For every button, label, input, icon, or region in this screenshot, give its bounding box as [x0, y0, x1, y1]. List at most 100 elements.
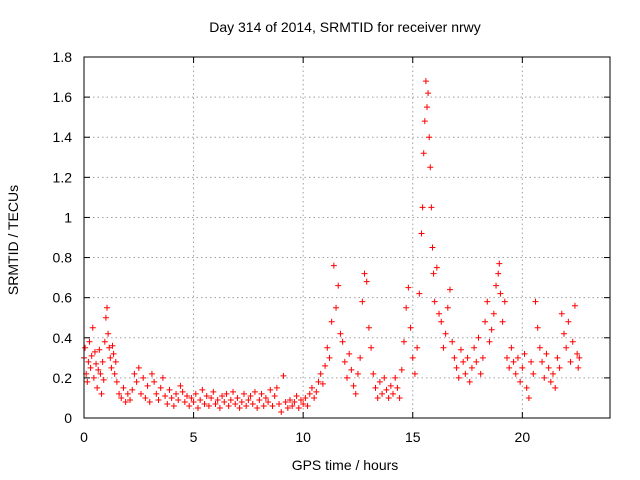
data-point [379, 390, 386, 397]
data-point [547, 378, 554, 385]
data-point [146, 398, 153, 405]
data-point [411, 370, 418, 377]
data-point [223, 390, 230, 397]
data-point [230, 388, 237, 395]
data-point [243, 402, 250, 409]
data-point [173, 390, 180, 397]
data-point [84, 378, 91, 385]
data-point [451, 354, 458, 361]
data-point [95, 366, 102, 373]
data-point [201, 400, 208, 407]
data-point [574, 350, 581, 357]
data-point [447, 286, 454, 293]
data-point [144, 382, 151, 389]
data-point [423, 104, 430, 111]
data-point [133, 378, 140, 385]
data-point [416, 290, 423, 297]
data-point [532, 298, 539, 305]
data-point [269, 402, 276, 409]
data-point [552, 384, 559, 391]
data-point [300, 400, 307, 407]
data-point [308, 384, 315, 391]
data-point [534, 324, 541, 331]
data-point [322, 362, 329, 369]
data-point [258, 390, 265, 397]
data-point [168, 394, 175, 401]
data-point [127, 396, 134, 403]
data-point [514, 354, 521, 361]
data-point [488, 326, 495, 333]
data-point [409, 354, 416, 361]
data-point [464, 354, 471, 361]
data-point [496, 260, 503, 267]
data-point [545, 364, 552, 371]
data-point [153, 390, 160, 397]
data-point [291, 398, 298, 405]
data-point [506, 364, 513, 371]
data-point [495, 270, 502, 277]
data-point [493, 282, 500, 289]
y-tick-label: 0.8 [53, 250, 73, 266]
data-point [352, 390, 359, 397]
data-point [112, 358, 119, 365]
data-point [497, 290, 504, 297]
data-point [129, 386, 136, 393]
data-point [238, 398, 245, 405]
x-tick-label: 20 [515, 429, 531, 445]
data-point [105, 330, 112, 337]
data-point [370, 370, 377, 377]
y-tick-label: 1.4 [53, 129, 73, 145]
data-point [486, 338, 493, 345]
data-point [184, 392, 191, 399]
data-point [260, 402, 267, 409]
data-point [216, 404, 223, 411]
data-point [234, 394, 241, 401]
data-point [247, 392, 254, 399]
data-point [276, 400, 283, 407]
data-point [569, 338, 576, 345]
data-point [390, 390, 397, 397]
data-point [431, 298, 438, 305]
data-point [466, 378, 473, 385]
plot-frame [83, 56, 611, 419]
data-point [166, 386, 173, 393]
y-axis-label: SRMTID / TECUs [5, 185, 21, 295]
data-point [265, 398, 272, 405]
data-point [376, 378, 383, 385]
data-point [293, 392, 300, 399]
data-point [453, 364, 460, 371]
data-point [398, 366, 405, 373]
data-point [567, 358, 574, 365]
data-point [400, 338, 407, 345]
data-point [304, 402, 311, 409]
data-point [317, 370, 324, 377]
data-point [429, 244, 436, 251]
data-point [190, 398, 197, 405]
data-point [256, 396, 263, 403]
data-point [330, 262, 337, 269]
data-point [297, 396, 304, 403]
x-tick-label: 0 [80, 429, 88, 445]
y-tick-label: 0.4 [53, 330, 73, 346]
data-point [444, 304, 451, 311]
data-point [558, 310, 565, 317]
data-point [365, 324, 372, 331]
data-point [85, 358, 92, 365]
data-point [565, 318, 572, 325]
data-point [363, 278, 370, 285]
data-point [287, 396, 294, 403]
data-point [106, 344, 113, 351]
data-point [225, 402, 232, 409]
data-point [374, 394, 381, 401]
data-point [91, 348, 98, 355]
data-point [477, 370, 484, 377]
data-point [405, 284, 412, 291]
data-point [197, 396, 204, 403]
data-point [148, 370, 155, 377]
grid-lines [84, 57, 610, 418]
data-point [563, 344, 570, 351]
data-point [348, 366, 355, 373]
data-point [475, 334, 482, 341]
data-point [306, 390, 313, 397]
data-point [177, 382, 184, 389]
